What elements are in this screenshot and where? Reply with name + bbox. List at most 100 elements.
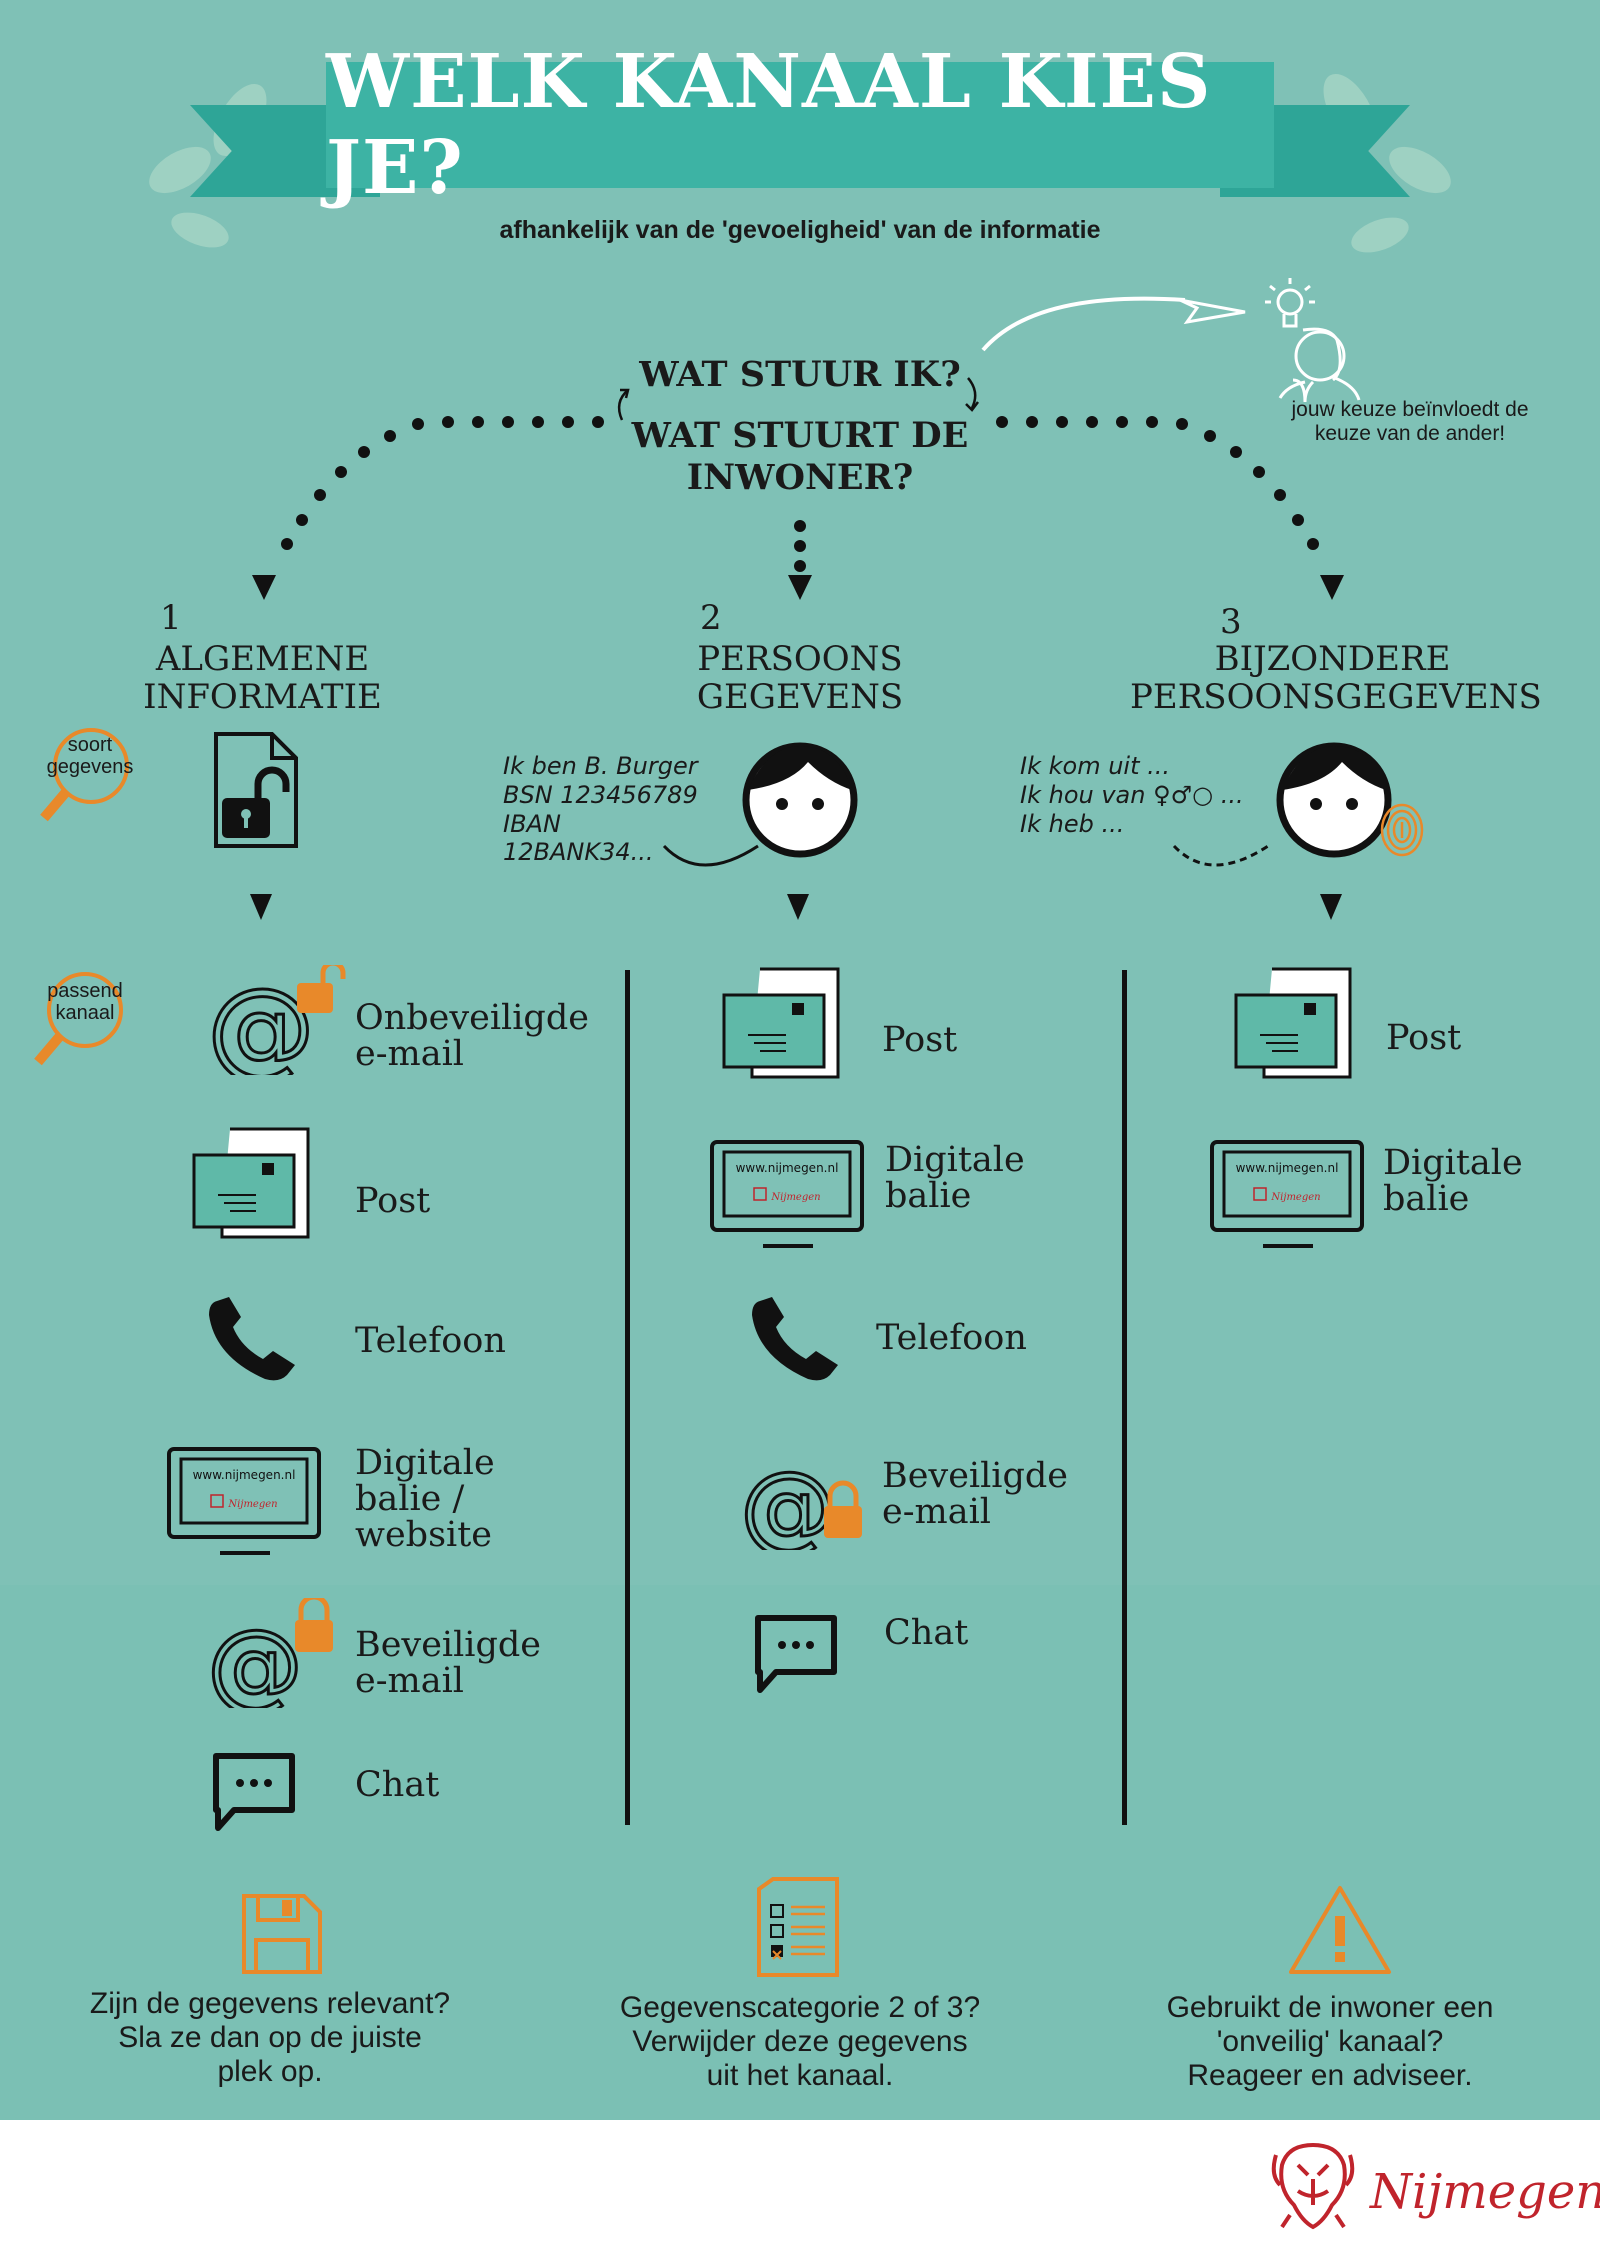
down-arrows	[250, 894, 1342, 920]
category-3-title-line-1: BIJZONDERE	[1214, 639, 1451, 679]
svg-text:@: @	[740, 1451, 836, 1550]
tip-1-line-2: Sla ze dan op de juiste	[118, 2021, 422, 2054]
magnifier-icon	[40, 728, 129, 822]
col1-channel-4-line-1: Digitale	[355, 1443, 495, 1483]
monitor-icon: www.nijmegen.nl Nijmegen	[1210, 1140, 1364, 1248]
example-2-line-3: IBAN	[503, 810, 561, 838]
at-locked-icon: @	[206, 1598, 333, 1708]
col2-channel-4-line-2: e-mail	[882, 1492, 991, 1532]
col3-channel-2-line-1: Digitale	[1383, 1143, 1523, 1183]
speech-curve	[1172, 844, 1269, 867]
category-1-title-line-2: INFORMATIE	[143, 677, 382, 717]
influence-note-line-1: jouw keuze beïnvloedt de	[1291, 398, 1529, 421]
fingerprint-icon	[1380, 803, 1424, 857]
question-line-2: WAT STUURT DE	[631, 415, 969, 456]
tip-3-line-2: 'onveilig' kanaal?	[1216, 2025, 1444, 2058]
col2-channel-4-line-1: Beveiligde	[882, 1456, 1069, 1496]
col2-channel-2-line-1: Digitale	[885, 1140, 1025, 1180]
col1-channel-6-line-1: Chat	[355, 1765, 440, 1805]
column-divider	[625, 970, 630, 1825]
letter-icon	[1234, 967, 1352, 1079]
dotted-connectors	[252, 416, 1344, 600]
example-2-line-1: Ik ben B. Burger	[503, 752, 698, 780]
example-2-line-4: 12BANK34...	[503, 838, 654, 866]
category-1-title-line-1: ALGEMENE	[155, 639, 370, 679]
svg-text:@: @	[207, 966, 315, 1075]
col3-channel-1-line-1: Post	[1386, 1018, 1462, 1058]
tip-3-line-1: Gebruikt de inwoner een	[1166, 1991, 1494, 2024]
col1-channel-5-line-2: e-mail	[355, 1661, 464, 1701]
letter-icon	[192, 1127, 310, 1239]
svg-text:www.nijmegen.nl: www.nijmegen.nl	[736, 1161, 839, 1175]
at-unlocked-icon: @	[206, 965, 346, 1075]
column-divider	[1122, 970, 1127, 1825]
tag-passend-line-2: kanaal	[55, 1002, 115, 1024]
col1-channel-4-line-2: balie /	[355, 1479, 465, 1519]
tip-2-line-1: Gegevenscategorie 2 of 3?	[619, 1991, 981, 2024]
face-icon	[1276, 742, 1392, 858]
col1-channel-5-line-1: Beveiligde	[355, 1625, 542, 1665]
col2-channel-5-line-1: Chat	[884, 1613, 969, 1653]
tip-3-line-3: Reageer en adviseer.	[1187, 2059, 1473, 2092]
category-3-title-line-2: PERSOONSGEGEVENS	[1130, 677, 1542, 717]
tip-2-line-3: uit het kanaal.	[706, 2059, 894, 2092]
chat-icon	[213, 1753, 295, 1831]
tag-soort-line-1: soort	[67, 734, 113, 756]
svg-text:Nijmegen: Nijmegen	[770, 1192, 820, 1203]
col2-channel-2-line-2: balie	[885, 1176, 972, 1216]
leaves-decoration	[149, 73, 1451, 253]
tag-passend-line-1: passend	[47, 980, 123, 1002]
question-line-1: WAT STUUR IK?	[639, 354, 961, 395]
document-unlocked-icon	[214, 732, 298, 848]
tag-soort-line-2: gegevens	[46, 756, 134, 778]
svg-text:@: @	[207, 1609, 303, 1708]
checklist-icon	[757, 1877, 839, 1977]
question-line-3: INWONER?	[686, 457, 914, 498]
example-2-line-2: BSN 123456789	[503, 781, 698, 809]
category-3-number: 3	[1220, 602, 1242, 642]
col1-channel-1-line-1: Onbeveiligde	[355, 998, 589, 1038]
face-icon	[742, 742, 858, 858]
svg-text:Nijmegen: Nijmegen	[1270, 1192, 1320, 1203]
example-3-line-2: Ik hou van ♀♂○ ...	[1020, 781, 1244, 809]
floppy-disk-icon	[242, 1894, 322, 1974]
monitor-icon: www.nijmegen.nl Nijmegen	[710, 1140, 864, 1248]
warning-icon	[1289, 1886, 1391, 1974]
phone-icon	[752, 1297, 838, 1381]
title-banner: WELK KANAAL KIES JE?	[326, 39, 1274, 211]
col2-channel-3-line-1: Telefoon	[876, 1318, 1027, 1358]
tip-2-line-2: Verwijder deze gegevens	[632, 2025, 968, 2058]
col2-channel-1-line-1: Post	[882, 1020, 958, 1060]
col1-channel-1-line-2: e-mail	[355, 1034, 464, 1074]
nijmegen-logo-emblem	[1271, 2142, 1355, 2230]
tip-1-line-3: plek op.	[217, 2055, 323, 2088]
col1-channel-3-line-1: Telefoon	[355, 1321, 506, 1361]
influence-note-line-2: keuze van de ander!	[1314, 422, 1506, 445]
col1-channel-4-line-3: website	[355, 1515, 493, 1555]
page-title: WELK KANAAL KIES JE?	[326, 39, 1212, 211]
letter-icon	[722, 967, 840, 1079]
category-2-number: 2	[700, 598, 722, 638]
page-subtitle: afhankelijk van de 'gevoeligheid' van de…	[499, 216, 1101, 244]
tip-1-line-1: Zijn de gegevens relevant?	[89, 1987, 451, 2020]
col1-channel-2-line-1: Post	[355, 1181, 431, 1221]
example-3-line-3: Ik heb ...	[1020, 810, 1125, 838]
example-3-line-1: Ik kom uit ...	[1020, 752, 1170, 780]
influence-illustration	[981, 278, 1361, 403]
svg-text:www.nijmegen.nl: www.nijmegen.nl	[193, 1468, 296, 1482]
svg-text:www.nijmegen.nl: www.nijmegen.nl	[1236, 1161, 1339, 1175]
speech-curve	[662, 844, 759, 867]
chat-icon	[755, 1615, 837, 1693]
footer-brand-name: Nijmegen	[1370, 2164, 1600, 2220]
svg-text:Nijmegen: Nijmegen	[227, 1499, 277, 1510]
swap-arrows-icon	[617, 377, 979, 421]
magnifier-icon	[34, 972, 123, 1066]
phone-icon	[209, 1297, 295, 1381]
col3-channel-2-line-2: balie	[1383, 1179, 1470, 1219]
at-locked-icon: @	[739, 1450, 862, 1550]
monitor-icon: www.nijmegen.nl Nijmegen	[167, 1447, 321, 1555]
category-2-title-line-1: PERSOONS	[697, 639, 903, 679]
category-1-number: 1	[160, 598, 182, 638]
category-2-title-line-2: GEGEVENS	[696, 677, 904, 717]
footer	[0, 2120, 1600, 2262]
